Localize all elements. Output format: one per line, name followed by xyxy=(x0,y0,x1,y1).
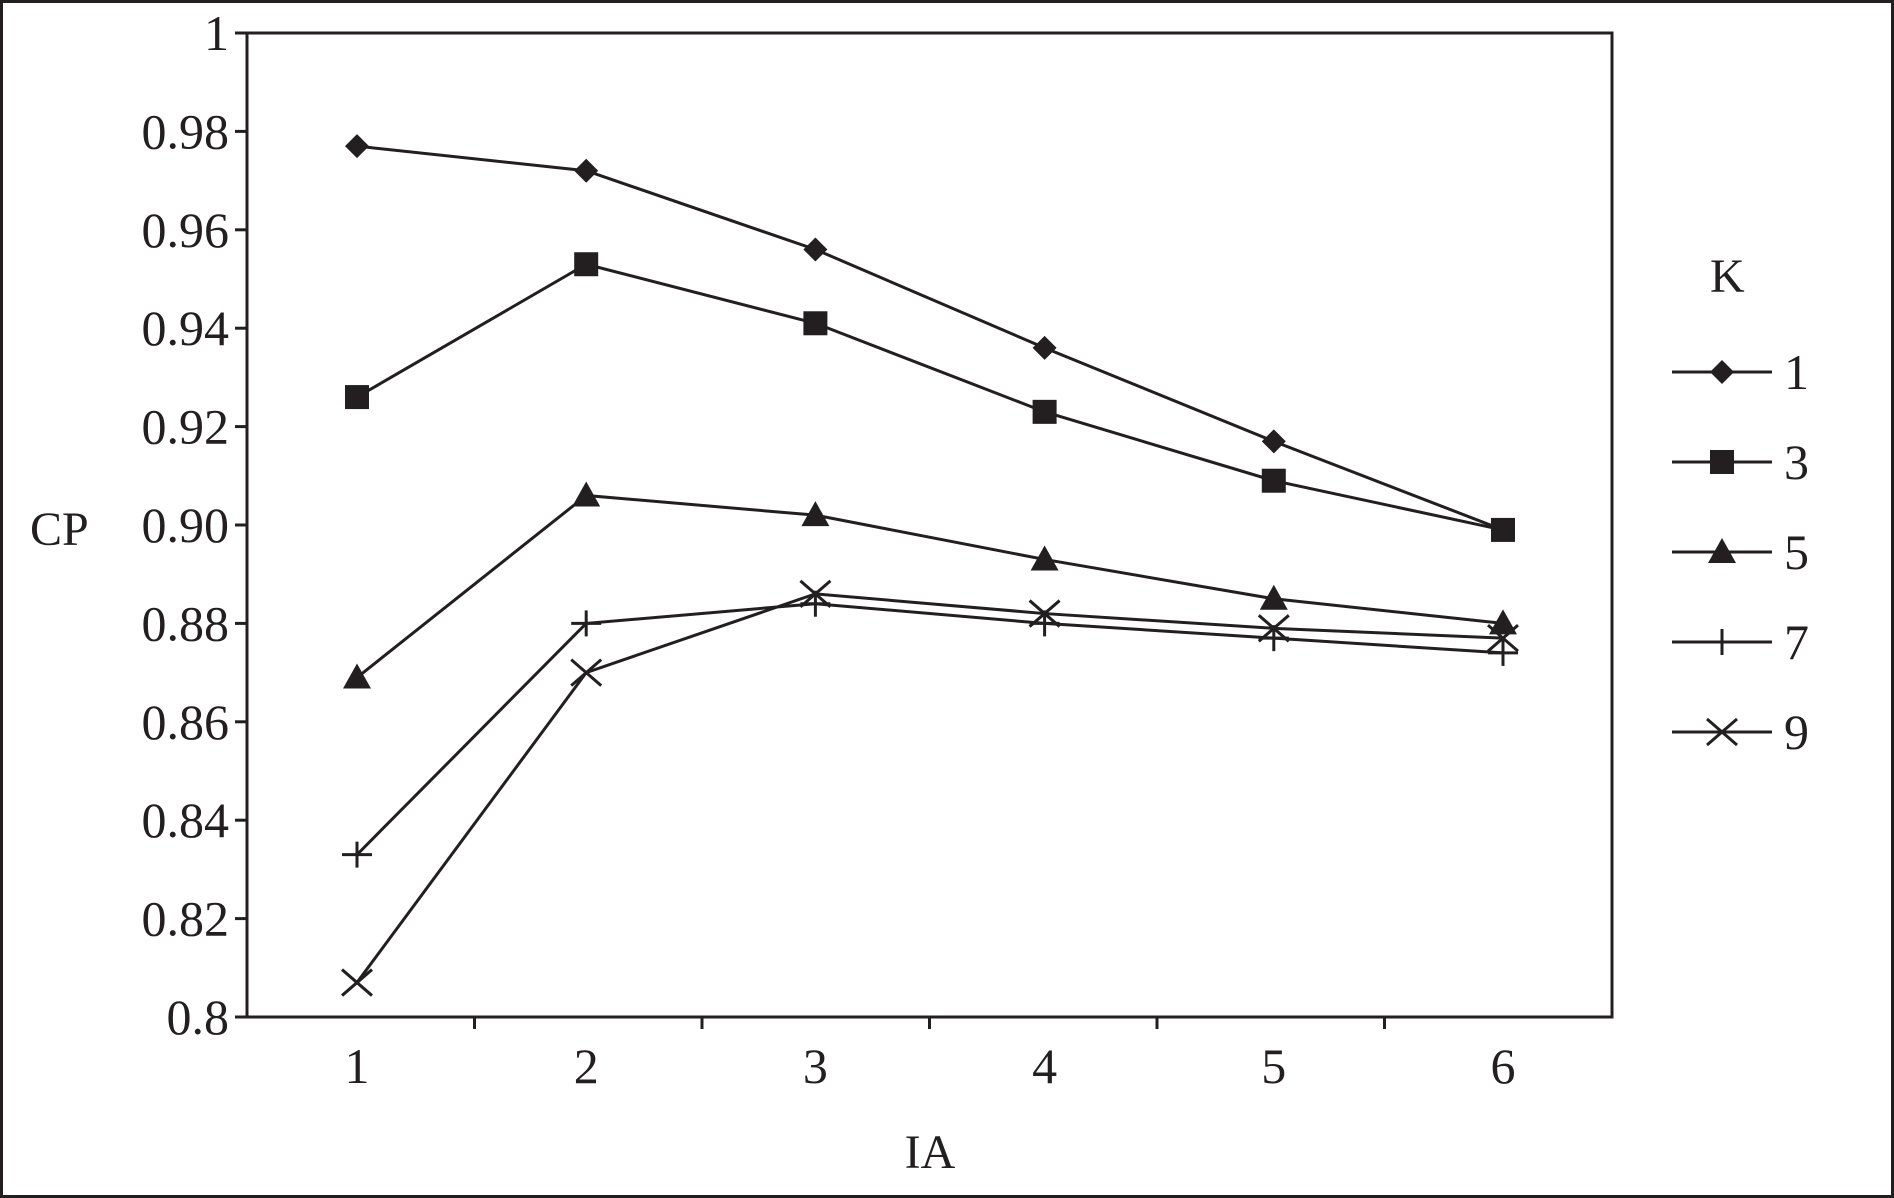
legend-item-k-7: 7 xyxy=(1672,614,1809,670)
legend-marker xyxy=(1707,629,1737,655)
legend-item-k-1: 1 xyxy=(1672,344,1809,400)
series-k-1 xyxy=(345,134,1515,542)
series-line xyxy=(355,592,1504,984)
series-k-7 xyxy=(342,590,1518,868)
y-tick-label: 0.82 xyxy=(142,891,230,947)
cross-marker-b xyxy=(1257,614,1290,643)
data-point xyxy=(1032,335,1057,360)
y-tick-label: 0.90 xyxy=(142,497,230,553)
plot-area xyxy=(245,31,1614,1019)
y-tick-label: 0.94 xyxy=(142,300,230,356)
y-axis-label: CP xyxy=(30,503,89,556)
x-tick-label: 5 xyxy=(1261,1038,1286,1094)
data-point xyxy=(1257,614,1290,643)
series-k-5 xyxy=(343,481,1517,689)
cross-marker-b xyxy=(1706,717,1738,747)
legend-label: 5 xyxy=(1784,524,1809,580)
y-tick-label: 0.8 xyxy=(167,989,230,1045)
series-line xyxy=(356,493,1504,679)
legend-marker xyxy=(1710,360,1734,384)
legend-label: 3 xyxy=(1784,434,1809,490)
data-point xyxy=(1491,517,1515,542)
data-point xyxy=(1030,545,1059,571)
data-point xyxy=(803,311,828,336)
cross-marker-b xyxy=(1028,599,1061,628)
x-tick-label: 4 xyxy=(1032,1038,1057,1094)
data-point xyxy=(341,968,373,997)
legend-marker xyxy=(1710,450,1734,474)
data-point xyxy=(1259,584,1288,610)
data-point xyxy=(1489,609,1517,635)
y-tick-label: 0.86 xyxy=(142,694,230,750)
series-line xyxy=(356,144,1504,532)
data-point xyxy=(343,663,371,689)
legend-label: 9 xyxy=(1784,704,1809,760)
series-line xyxy=(356,262,1504,532)
data-point xyxy=(570,658,603,687)
data-point xyxy=(572,481,601,507)
legend: K 1 3 5 7 9 xyxy=(1672,250,1809,760)
x-tick-label: 1 xyxy=(345,1038,370,1094)
legend-marker xyxy=(1706,717,1738,747)
x-tick-label: 3 xyxy=(803,1038,828,1094)
y-tick-label: 0.92 xyxy=(142,399,230,455)
series-k-3 xyxy=(345,252,1515,542)
legend-title: K xyxy=(1710,250,1745,303)
series-line xyxy=(355,602,1504,856)
data-point xyxy=(345,134,369,159)
data-point xyxy=(345,385,369,410)
x-axis: 1 2 3 4 5 6 xyxy=(345,1017,1516,1094)
data-point xyxy=(1028,599,1061,628)
y-tick-label: 0.98 xyxy=(142,103,230,159)
data-point xyxy=(574,252,599,277)
data-point xyxy=(1488,639,1518,666)
y-axis: 0.8 0.82 0.84 0.86 0.88 0.90 0.92 0.94 0.96 0.98 1 xyxy=(142,5,247,1045)
data-point xyxy=(1261,468,1286,493)
legend-marker xyxy=(1708,538,1736,563)
data-point xyxy=(574,158,599,183)
x-axis-label: IA xyxy=(905,1126,956,1179)
y-tick-label: 0.96 xyxy=(142,202,230,258)
data-point xyxy=(1487,624,1519,653)
cross-marker-b xyxy=(341,968,373,997)
data-point xyxy=(803,237,828,262)
data-point xyxy=(1261,429,1286,454)
legend-label: 1 xyxy=(1784,344,1809,400)
data-point xyxy=(801,501,830,527)
y-tick-label: 0.84 xyxy=(142,792,230,848)
data-point xyxy=(1032,399,1057,424)
cross-marker-b xyxy=(570,658,603,687)
series-k-9 xyxy=(341,579,1519,997)
series-layer xyxy=(341,134,1519,997)
cross-marker-b xyxy=(799,579,832,609)
cross-marker-b xyxy=(1487,624,1519,653)
x-tick-label: 6 xyxy=(1491,1038,1516,1094)
data-point xyxy=(799,579,832,609)
x-tick-label: 2 xyxy=(574,1038,599,1094)
legend-label: 7 xyxy=(1784,614,1809,670)
data-point xyxy=(571,610,602,637)
legend-item-k-5: 5 xyxy=(1672,524,1809,580)
legend-item-k-3: 3 xyxy=(1672,434,1809,490)
data-point xyxy=(342,841,372,868)
y-tick-label: 1 xyxy=(204,5,229,61)
y-tick-label: 0.88 xyxy=(142,595,230,651)
legend-item-k-9: 9 xyxy=(1672,704,1809,760)
